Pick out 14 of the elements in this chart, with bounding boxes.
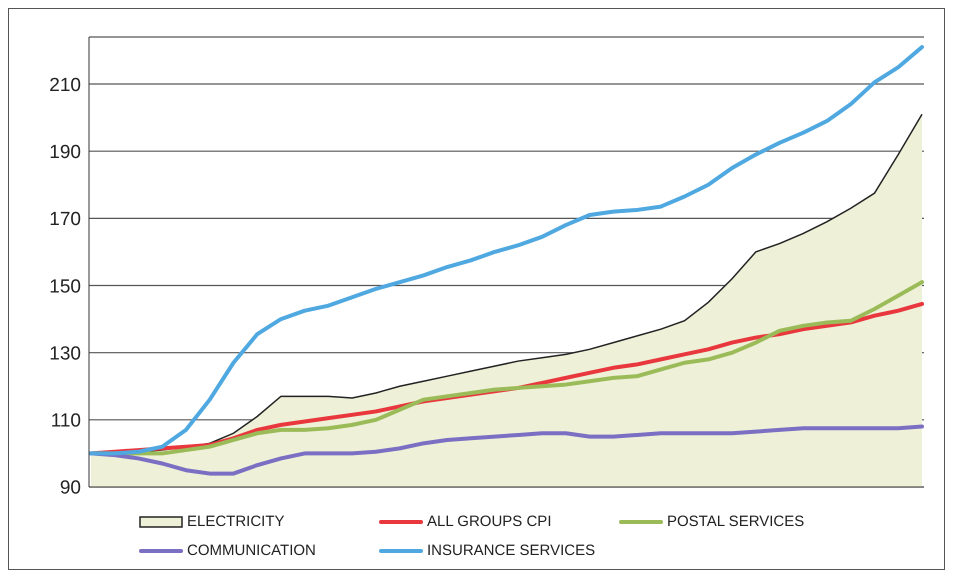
y-tick-label: 90	[60, 478, 81, 499]
y-tick-label: 130	[49, 343, 81, 364]
line-series	[89, 45, 924, 456]
y-tick-label: 150	[49, 276, 81, 298]
legend-label: ALL GROUPS CPI	[427, 513, 552, 530]
y-tick-label: 190	[49, 142, 81, 163]
y-tick-label: 110	[50, 410, 81, 432]
line-series	[89, 424, 924, 476]
y-tick-label: 210	[49, 74, 81, 96]
y-tick-label: 170	[49, 209, 81, 230]
legend-label: ELECTRICITY	[187, 513, 285, 530]
legend-label: POSTAL SERVICES	[667, 513, 804, 530]
legend-label: COMMUNICATION	[187, 542, 316, 559]
legend-label: INSURANCE SERVICES	[427, 542, 596, 559]
